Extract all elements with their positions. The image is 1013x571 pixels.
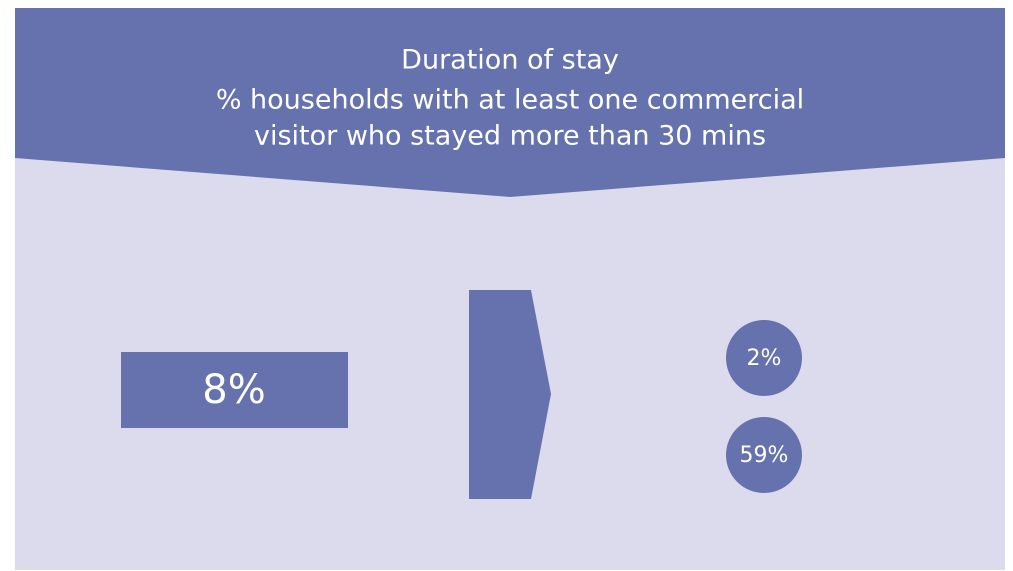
subtitle-line: % households with at least one commercia… — [216, 85, 804, 116]
value-box-label: 8% — [202, 367, 265, 413]
value-box — [121, 352, 348, 428]
circle — [726, 417, 802, 493]
circle-label: 59% — [740, 443, 789, 468]
title: Duration of stay — [401, 45, 619, 76]
circle — [726, 320, 802, 396]
circle-label: 2% — [747, 346, 782, 371]
subtitle-line: visitor who stayed more than 30 mins — [254, 121, 766, 152]
arrow — [469, 290, 551, 499]
header-banner — [15, 8, 1005, 197]
